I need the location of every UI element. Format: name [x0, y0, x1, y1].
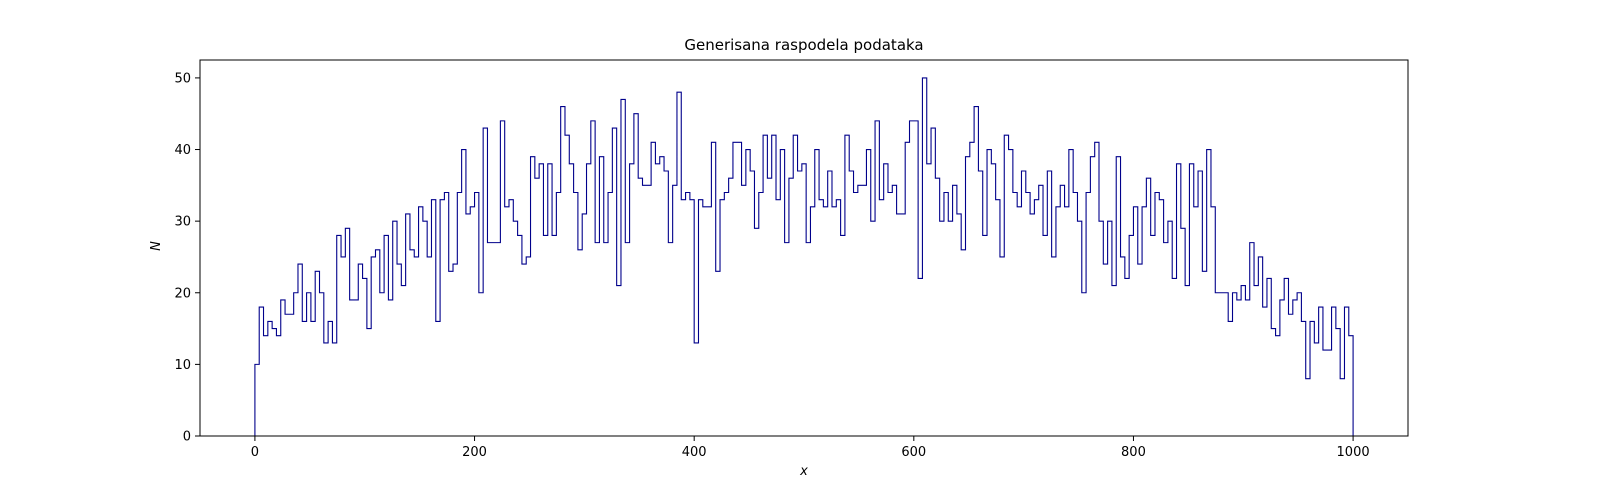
plot-area [254, 77, 1354, 436]
y-axis: 0 10 20 30 40 50 [174, 71, 200, 445]
histogram-step-line [254, 77, 1354, 436]
chart-title: Generisana raspodela podataka [684, 36, 923, 54]
x-tick-label: 800 [1121, 445, 1146, 460]
x-tick-label: 400 [682, 445, 707, 460]
y-tick-label: 30 [174, 215, 191, 230]
x-tick-label: 600 [901, 445, 926, 460]
y-tick-label: 20 [174, 286, 191, 301]
plot-frame [199, 59, 1409, 437]
x-axis: 0 200 400 600 800 1000 [251, 436, 1370, 460]
x-tick-label: 1000 [1337, 445, 1370, 460]
x-tick-label: 0 [251, 445, 259, 460]
y-tick-label: 10 [174, 358, 191, 373]
y-axis-label: N [149, 241, 164, 251]
y-tick-label: 50 [174, 71, 191, 86]
y-tick-label: 40 [174, 143, 191, 158]
x-tick-label: 200 [462, 445, 487, 460]
y-tick-label: 0 [183, 430, 191, 445]
x-axis-label: x [799, 464, 808, 479]
